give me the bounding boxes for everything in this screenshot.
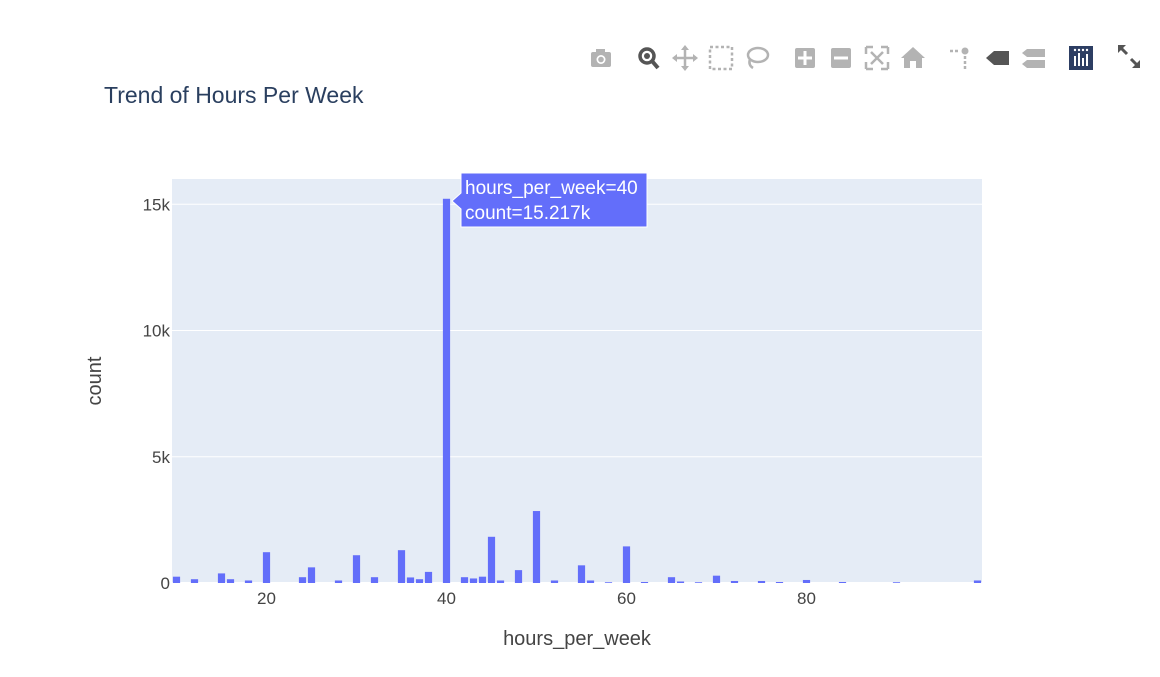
bars [172, 198, 982, 583]
bar[interactable] [397, 550, 406, 583]
bar[interactable] [352, 555, 361, 583]
zoom-in-button[interactable] [790, 40, 820, 76]
hover-closest-button[interactable] [982, 40, 1012, 76]
hover-box [451, 172, 648, 228]
fullscreen-icon [1118, 45, 1140, 68]
box-select-icon [708, 45, 734, 71]
reset-axes-icon [901, 47, 925, 68]
bar[interactable] [586, 580, 595, 583]
y-tick-label: 0 [161, 574, 170, 593]
x-tick-label: 20 [257, 589, 276, 608]
bar[interactable] [676, 581, 685, 583]
y-axis-label: count [84, 356, 106, 405]
spike-lines-button[interactable] [944, 40, 974, 76]
hover-tooltip: hours_per_week=40 count=15.217k [451, 172, 648, 228]
bar[interactable] [973, 580, 982, 583]
bar[interactable] [460, 577, 469, 583]
hover-line-2: count=15.217k [465, 203, 591, 224]
bar[interactable] [802, 579, 811, 583]
bar[interactable] [730, 580, 739, 583]
bar[interactable] [712, 575, 721, 583]
bar[interactable] [334, 580, 343, 583]
bar[interactable] [370, 577, 379, 583]
bar[interactable] [217, 573, 226, 583]
bar[interactable] [622, 546, 631, 583]
zoom-icon [638, 47, 660, 70]
fullscreen-button[interactable] [1114, 40, 1144, 76]
plotly-logo-button[interactable] [1066, 40, 1096, 76]
bar[interactable] [172, 576, 181, 583]
bar[interactable] [667, 577, 676, 583]
x-tick-label: 60 [617, 589, 636, 608]
bar[interactable] [892, 582, 901, 583]
y-tick-label: 5k [152, 448, 170, 467]
plotly-logo-icon [1069, 46, 1093, 70]
x-tick-label: 80 [797, 589, 816, 608]
hover-closest-icon [986, 51, 1009, 65]
x-tick-label: 40 [437, 589, 456, 608]
zoom-out-button[interactable] [826, 40, 856, 76]
hover-compare-button[interactable] [1018, 40, 1048, 76]
bar[interactable] [190, 579, 199, 583]
lasso-select-icon [746, 46, 770, 70]
bar[interactable] [307, 567, 316, 583]
bar[interactable] [469, 578, 478, 583]
y-tick-label: 15k [143, 195, 171, 214]
bar[interactable] [406, 577, 415, 583]
pan-icon [672, 45, 698, 71]
bar[interactable] [478, 576, 487, 583]
zoom-button[interactable] [634, 40, 664, 76]
reset-axes-button[interactable] [898, 40, 928, 76]
pan-button[interactable] [670, 40, 700, 76]
spike-lines-icon [950, 47, 969, 69]
bar[interactable] [532, 511, 541, 583]
zoom-out-icon [831, 48, 851, 68]
bar[interactable] [838, 581, 847, 583]
autoscale-icon [864, 45, 890, 71]
bar[interactable] [514, 570, 523, 583]
bar[interactable] [757, 580, 766, 583]
bar[interactable] [226, 579, 235, 583]
zoom-in-icon [795, 48, 815, 68]
bar[interactable] [244, 580, 253, 583]
box-select-button[interactable] [706, 40, 736, 76]
bar[interactable] [415, 579, 424, 583]
bar[interactable] [550, 580, 559, 583]
bar[interactable] [694, 582, 703, 583]
camera-button[interactable] [586, 40, 616, 76]
bar[interactable] [604, 582, 613, 583]
y-axis-ticks: 0 5k 10k 15k [143, 195, 171, 593]
bar[interactable] [487, 536, 496, 583]
bar[interactable] [424, 571, 433, 583]
bar[interactable] [496, 580, 505, 583]
x-axis-ticks: 20 40 60 80 [257, 589, 816, 608]
camera-icon [591, 49, 611, 67]
bar[interactable] [298, 577, 307, 583]
bar[interactable] [640, 581, 649, 583]
y-tick-label: 10k [143, 322, 171, 341]
bar[interactable] [262, 552, 271, 583]
hover-compare-icon [1022, 49, 1045, 68]
chart-title: Trend of Hours Per Week [104, 82, 364, 108]
lasso-select-button[interactable] [742, 40, 772, 76]
bar[interactable] [775, 581, 784, 583]
hover-line-1: hours_per_week=40 [465, 178, 638, 199]
plot-area[interactable] [172, 179, 982, 583]
x-axis-label: hours_per_week [503, 628, 652, 650]
bar[interactable] [442, 198, 451, 583]
bar[interactable] [577, 565, 586, 583]
autoscale-button[interactable] [862, 40, 892, 76]
